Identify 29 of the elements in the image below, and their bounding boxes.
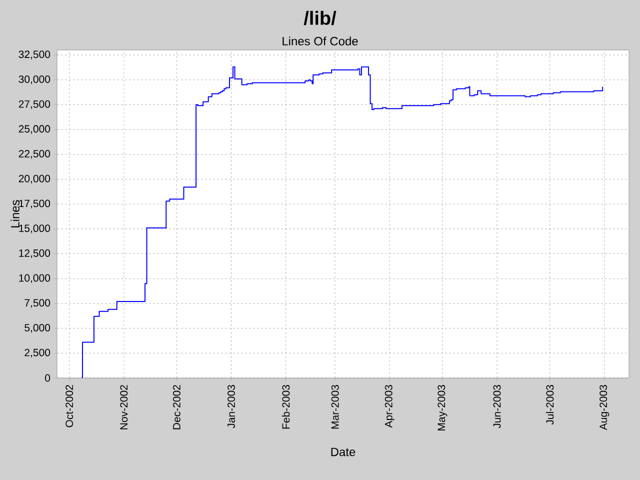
x-tick-label: Dec-2002	[172, 385, 180, 430]
x-tick-label: Jul-2003	[546, 385, 554, 425]
y-tick-label: 0	[45, 374, 50, 382]
y-tick-label: 7,500	[24, 299, 50, 308]
x-tick-label: May-2003	[438, 385, 448, 430]
chart-subtitle: Lines Of Code	[282, 36, 358, 46]
y-tick-label: 10,000	[19, 274, 50, 283]
x-tick-label: Nov-2002	[120, 385, 128, 430]
y-tick-label: 30,000	[18, 75, 50, 84]
y-tick-label: 22,500	[18, 150, 50, 159]
x-tick-label: Feb-2003	[282, 385, 290, 429]
x-axis-title: Date	[331, 448, 356, 456]
x-tick-label: Aug-2003	[600, 385, 610, 430]
y-tick-label: 17,500	[19, 200, 50, 208]
y-tick-label: 20,000	[18, 174, 50, 184]
y-tick-label: 15,000	[19, 224, 50, 234]
x-tick-label: Jan-2003	[228, 385, 235, 428]
y-tick-label: 5,000	[24, 324, 50, 333]
x-tick-label: Oct-2002	[66, 385, 74, 428]
y-tick-label: 25,000	[18, 125, 50, 134]
x-tick-label: Apr-2003	[384, 385, 394, 428]
x-tick-label: Mar-2003	[331, 385, 339, 429]
y-axis-title: Lines	[10, 200, 20, 228]
x-tick-label: Jun-2003	[493, 385, 501, 428]
chart-title: /lib/	[304, 10, 336, 26]
y-tick-label: 27,500	[18, 100, 50, 110]
y-tick-label: 2,500	[24, 348, 50, 358]
y-tick-label: 32,500	[18, 50, 50, 60]
y-tick-label: 12,500	[19, 249, 50, 258]
